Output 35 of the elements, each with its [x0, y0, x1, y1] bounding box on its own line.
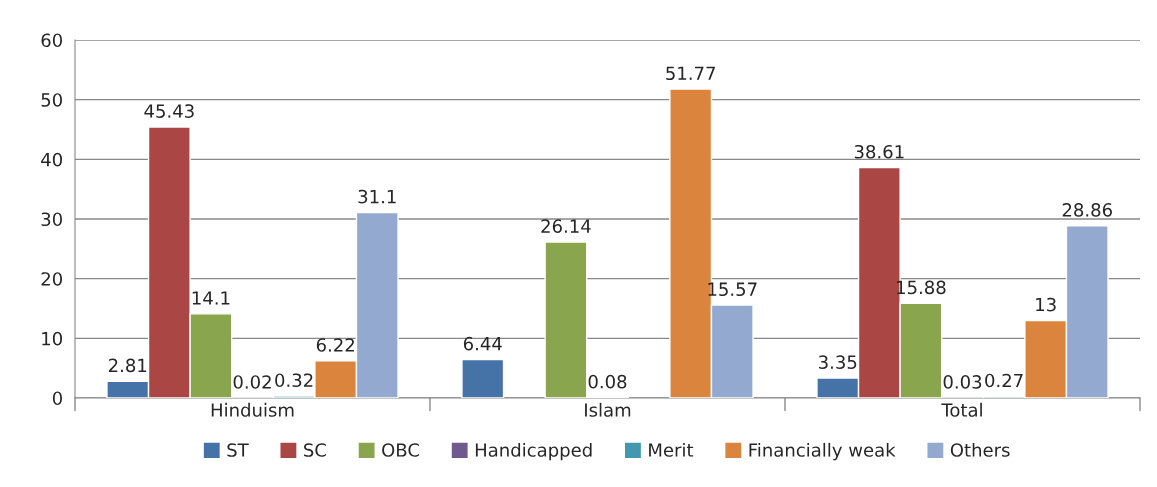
data-label: 51.77 [666, 66, 715, 81]
legend-label: SC [304, 443, 326, 457]
y-tick-label: 60 [41, 33, 62, 48]
data-label: 13 [1036, 297, 1056, 312]
y-tick-label: 0 [52, 391, 62, 406]
data-label: 14.1 [192, 291, 230, 305]
legend-label: Merit [649, 442, 694, 457]
data-label: 28.86 [1062, 203, 1112, 217]
legend-label: Others [950, 442, 1010, 457]
x-tick-label: Hinduism [211, 402, 294, 417]
data-label: 0.02 [233, 375, 271, 389]
y-tick-label: 20 [41, 272, 62, 286]
data-label: 26.14 [541, 219, 591, 233]
data-label: 31.1 [358, 189, 396, 204]
legend-label: OBC [382, 443, 419, 457]
data-label: 0.27 [985, 373, 1023, 388]
y-tick-label: 40 [41, 152, 62, 167]
y-tick-label: 50 [41, 93, 62, 107]
y-tick-label: 30 [41, 212, 62, 227]
legend-label: ST [227, 443, 249, 457]
data-label: 6.44 [463, 336, 502, 351]
data-label: 0.03 [943, 375, 982, 389]
bar [461, 358, 505, 398]
x-tick-label: Total [941, 402, 982, 417]
data-label: 6.22 [316, 338, 354, 352]
data-label: 2.81 [108, 358, 147, 373]
data-label: 38.61 [854, 144, 904, 159]
legend-label: Handicapped [475, 442, 592, 461]
data-label: 0.08 [588, 374, 627, 389]
data-label: 3.35 [819, 355, 857, 369]
data-label: 0.32 [275, 373, 313, 388]
y-tick-label: 10 [42, 331, 62, 346]
legend-label: Financially weak [749, 442, 896, 461]
x-tick-label: Islam [585, 402, 631, 417]
data-label: 45.43 [144, 104, 194, 118]
